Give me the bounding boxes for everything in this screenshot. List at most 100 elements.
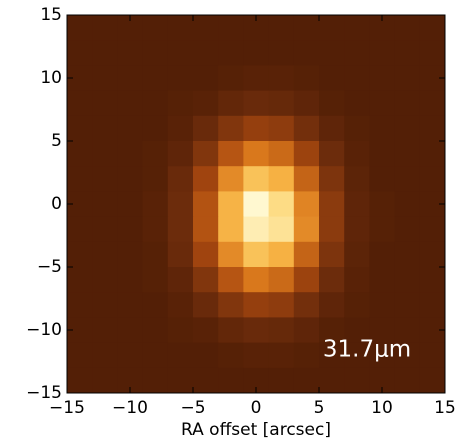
cell	[218, 40, 244, 66]
cell	[319, 241, 345, 268]
cell	[218, 90, 244, 117]
cell	[394, 241, 421, 268]
cell	[293, 141, 320, 167]
cell	[218, 342, 244, 369]
cell	[92, 292, 118, 318]
cell	[419, 15, 446, 41]
cell	[167, 317, 194, 344]
cell	[218, 166, 244, 192]
cell	[369, 191, 396, 218]
y-tick-label: −10	[26, 320, 62, 340]
cell	[344, 367, 370, 394]
cell	[243, 166, 270, 192]
cell	[218, 241, 244, 268]
cell	[319, 267, 345, 293]
cell	[218, 216, 244, 243]
cell	[167, 141, 194, 167]
cell	[193, 367, 219, 394]
cell	[117, 65, 144, 92]
cell	[319, 166, 345, 192]
cell	[193, 267, 219, 293]
cell	[117, 267, 144, 293]
cell	[67, 141, 93, 167]
cell	[394, 40, 421, 66]
cell	[293, 15, 320, 41]
cell	[319, 342, 345, 369]
cell	[193, 216, 219, 243]
cell	[117, 241, 144, 268]
cell	[369, 166, 396, 192]
cell	[142, 267, 169, 293]
cell	[67, 15, 93, 41]
cell	[394, 292, 421, 318]
cell	[142, 191, 169, 218]
cell	[243, 342, 270, 369]
cell	[142, 166, 169, 192]
cell	[268, 191, 295, 218]
cell	[92, 65, 118, 92]
cell	[369, 317, 396, 344]
cell	[67, 216, 93, 243]
cell	[293, 216, 320, 243]
cell	[369, 342, 396, 369]
cell	[268, 267, 295, 293]
cell	[394, 15, 421, 41]
cell	[344, 342, 370, 369]
y-tick-label: 15	[40, 5, 62, 25]
cell	[117, 216, 144, 243]
cell	[394, 367, 421, 394]
cell	[167, 241, 194, 268]
cell	[268, 367, 295, 394]
cell	[142, 342, 169, 369]
cell	[142, 65, 169, 92]
cell	[67, 166, 93, 192]
cell	[92, 317, 118, 344]
cell	[419, 241, 446, 268]
cell	[369, 216, 396, 243]
cell	[142, 40, 169, 66]
cell	[193, 65, 219, 92]
cell	[117, 115, 144, 142]
cell	[293, 342, 320, 369]
cell	[268, 317, 295, 344]
cell	[167, 367, 194, 394]
cell	[268, 141, 295, 167]
cell	[268, 342, 295, 369]
cell	[369, 65, 396, 92]
cell	[344, 141, 370, 167]
cell	[394, 317, 421, 344]
cell	[319, 115, 345, 142]
cell	[142, 141, 169, 167]
cell	[394, 115, 421, 142]
cell	[67, 267, 93, 293]
cell	[67, 40, 93, 66]
cell	[419, 267, 446, 293]
cell	[117, 166, 144, 192]
cell	[319, 216, 345, 243]
cell	[142, 15, 169, 41]
cell	[344, 216, 370, 243]
cell	[193, 292, 219, 318]
cell	[243, 65, 270, 92]
cell	[117, 342, 144, 369]
cell	[117, 90, 144, 117]
cell	[293, 65, 320, 92]
cell	[218, 115, 244, 142]
cell	[92, 191, 118, 218]
cell	[142, 317, 169, 344]
cell	[369, 90, 396, 117]
cell	[293, 317, 320, 344]
x-tick-label: 10	[371, 398, 393, 418]
cell	[419, 292, 446, 318]
cell	[117, 40, 144, 66]
cell	[67, 292, 93, 318]
cell	[419, 90, 446, 117]
cell	[243, 292, 270, 318]
cell	[268, 90, 295, 117]
cell	[243, 141, 270, 167]
cell	[92, 141, 118, 167]
cell	[193, 15, 219, 41]
heatmap	[67, 15, 446, 394]
cell	[218, 141, 244, 167]
